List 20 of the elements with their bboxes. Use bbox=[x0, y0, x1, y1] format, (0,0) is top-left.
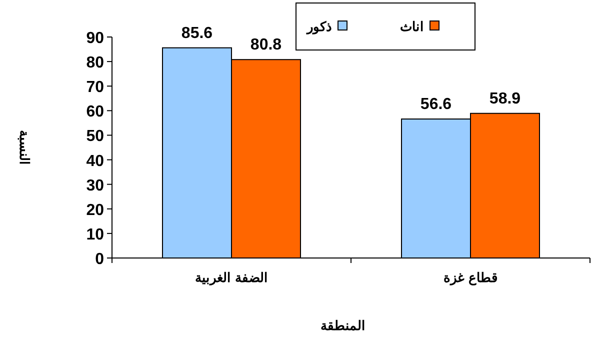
y-tick-label: 10 bbox=[86, 226, 104, 244]
y-tick-label: 80 bbox=[86, 54, 104, 72]
y-tick-label: 40 bbox=[86, 152, 104, 170]
y-tick-label: 30 bbox=[86, 177, 104, 194]
x-tick-label: الضفة الغربية bbox=[195, 270, 268, 286]
data-label: 56.6 bbox=[420, 96, 452, 114]
data-label: 80.8 bbox=[250, 36, 282, 54]
y-tick-label: 20 bbox=[86, 202, 104, 219]
x-axis-title: المنطقة bbox=[320, 318, 366, 333]
y-tick-label: 50 bbox=[86, 128, 104, 146]
legend-label: ذكور bbox=[306, 19, 332, 35]
y-tick-label: 0 bbox=[95, 251, 104, 268]
y-tick-label: 90 bbox=[86, 30, 104, 47]
legend-label: اناث bbox=[400, 19, 424, 34]
y-tick-label: 60 bbox=[86, 104, 104, 121]
data-label: 85.6 bbox=[181, 24, 213, 42]
x-tick-label: قطاع غزة bbox=[444, 270, 498, 286]
y-tick-label: 70 bbox=[86, 79, 104, 96]
y-axis-title: النسبة bbox=[17, 130, 32, 165]
data-label: 58.9 bbox=[489, 90, 521, 108]
